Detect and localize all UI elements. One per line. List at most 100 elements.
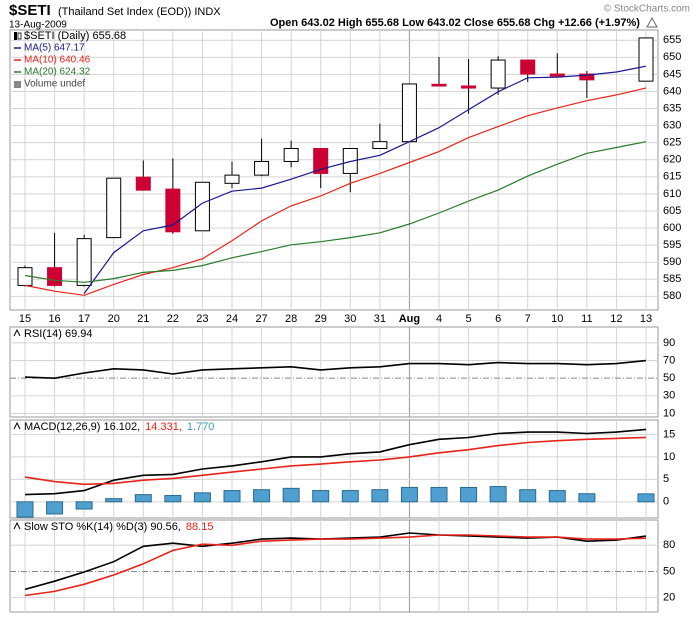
- candle-body: [283, 147, 299, 162]
- histogram-bar: [578, 493, 596, 503]
- panel-frame: [9, 29, 659, 311]
- up-arrow: [646, 16, 658, 28]
- y-tick-label: 590: [663, 256, 681, 268]
- y-tick-label: 640: [663, 85, 681, 97]
- y-tick-label: 625: [663, 137, 681, 149]
- histogram-bar: [282, 487, 300, 503]
- y-tick-label: 90: [663, 337, 675, 349]
- x-tick-label: 4: [436, 313, 442, 325]
- series-line: [24, 87, 647, 296]
- x-tick-label: 5: [466, 313, 472, 325]
- y-tick-label: 630: [663, 120, 681, 132]
- candle-body: [549, 73, 565, 77]
- series-line: [24, 534, 647, 597]
- histogram-bar: [75, 501, 93, 510]
- histogram-bar: [637, 493, 655, 503]
- series-line: [24, 141, 647, 283]
- x-tick-label: 15: [19, 313, 31, 325]
- legend-label: MA(10) 640.46: [24, 55, 91, 66]
- x-tick-label: 23: [196, 313, 208, 325]
- x-tick-label: 29: [315, 313, 327, 325]
- candle-body: [579, 73, 595, 81]
- histogram-bar: [16, 501, 34, 518]
- x-tick-label: 22: [167, 313, 179, 325]
- histogram-bar: [519, 489, 537, 503]
- y-tick-label: 10: [663, 407, 675, 419]
- series-line: [24, 436, 647, 486]
- y-tick-label: 645: [663, 68, 681, 80]
- y-tick-label: 580: [663, 290, 681, 302]
- x-tick-label: 6: [495, 313, 501, 325]
- x-tick-label: 16: [48, 313, 60, 325]
- credit: © StockCharts.com: [604, 4, 690, 15]
- index-name: (Thailand Set Index (EOD)) INDX: [58, 6, 221, 18]
- panel-frame: [9, 326, 659, 418]
- legend-label: MA(20) 624.32: [24, 67, 91, 78]
- x-tick-label: 11: [581, 313, 592, 325]
- histogram-bar: [400, 486, 418, 503]
- x-tick-label: 10: [551, 313, 563, 325]
- legend-candle: [14, 32, 17, 40]
- x-tick-label: 31: [374, 313, 386, 325]
- histogram-bar: [193, 492, 211, 503]
- legend-label: MA(5) 647.17: [24, 43, 85, 54]
- y-tick-label: 595: [663, 239, 681, 251]
- candle-body: [76, 238, 92, 286]
- y-tick-label: 635: [663, 102, 681, 114]
- y-tick-label: 10: [663, 451, 675, 463]
- y-tick-label: 5: [663, 473, 669, 485]
- candle-body: [135, 176, 151, 191]
- histogram-bar: [548, 490, 566, 503]
- candle-body: [490, 59, 506, 89]
- y-tick-label: 655: [663, 34, 681, 46]
- x-tick-label: 17: [78, 313, 90, 325]
- y-tick-label: 620: [663, 154, 681, 166]
- x-tick-label: Aug: [399, 313, 420, 325]
- y-tick-label: 605: [663, 205, 681, 217]
- candle-body: [165, 188, 181, 233]
- candle-body: [194, 181, 210, 232]
- legend-candle: [17, 32, 22, 40]
- candle-body: [461, 85, 477, 89]
- panel-icon: [13, 521, 21, 530]
- panel-frame: [9, 519, 659, 613]
- y-tick-label: 20: [663, 592, 675, 604]
- legend-label: Volume undef: [24, 79, 85, 90]
- panel-icon: [13, 421, 21, 430]
- candle-body: [106, 177, 122, 239]
- series-line: [24, 428, 647, 496]
- quote: Open 643.02 High 655.68 Low 643.02 Close…: [270, 17, 640, 29]
- candle-body: [638, 37, 654, 82]
- candle-body: [372, 141, 388, 149]
- symbol: $SETI: [9, 2, 51, 19]
- y-tick-label: 600: [663, 222, 681, 234]
- histogram-bar: [341, 490, 359, 503]
- y-tick-label: 650: [663, 51, 681, 63]
- legend-volume: [14, 81, 21, 88]
- y-tick-label: 80: [663, 539, 675, 551]
- y-tick-label: 70: [663, 354, 675, 366]
- legend-label: $SETI (Daily) 655.68: [24, 30, 126, 42]
- y-tick-label: 15: [663, 428, 675, 440]
- histogram-bar: [164, 495, 182, 503]
- histogram-bar: [371, 489, 389, 503]
- histogram-bar: [489, 486, 507, 503]
- x-tick-label: 27: [255, 313, 267, 325]
- candle-body: [313, 147, 329, 174]
- x-tick-label: 24: [226, 313, 238, 325]
- x-tick-label: 7: [525, 313, 531, 325]
- x-tick-label: 21: [137, 313, 149, 325]
- candle-body: [431, 83, 447, 87]
- y-tick-label: 50: [663, 372, 675, 384]
- histogram-bar: [105, 498, 123, 503]
- panel-title: 1.770: [187, 421, 215, 433]
- candle-body: [254, 160, 270, 176]
- y-tick-label: 0: [663, 496, 669, 508]
- candle-body: [401, 83, 417, 143]
- histogram-bar: [460, 486, 478, 503]
- histogram-bar: [134, 494, 152, 503]
- histogram-bar: [253, 489, 271, 503]
- y-tick-label: 585: [663, 273, 681, 285]
- date: 13-Aug-2009: [9, 20, 67, 31]
